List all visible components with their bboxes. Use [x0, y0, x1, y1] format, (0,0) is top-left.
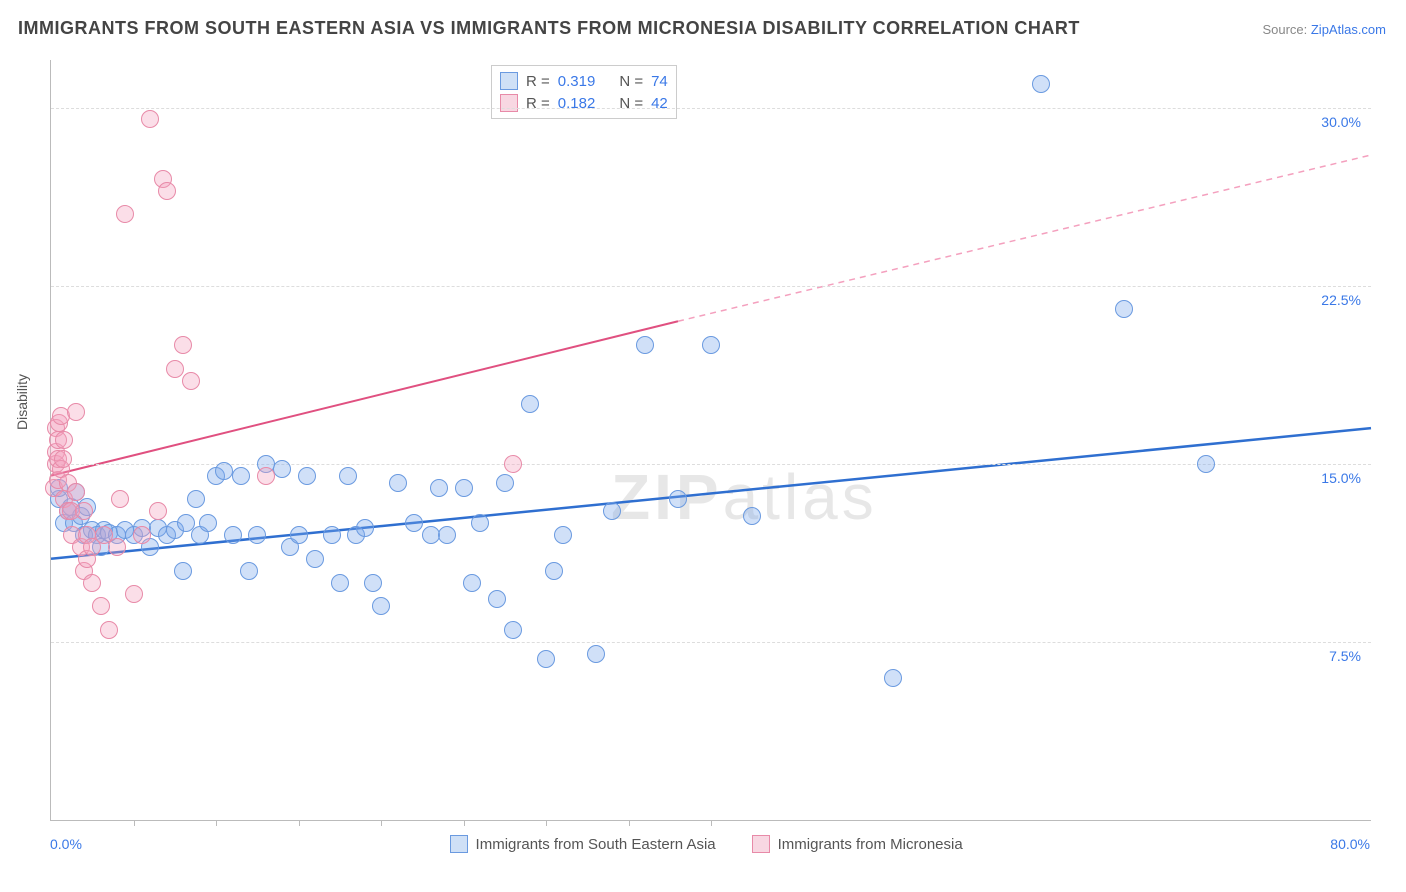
x-tick-mark [629, 820, 630, 826]
scatter-point-mic [100, 621, 118, 639]
x-tick-mark [299, 820, 300, 826]
scatter-point-sea [554, 526, 572, 544]
scatter-point-sea [215, 462, 233, 480]
source-link[interactable]: ZipAtlas.com [1311, 22, 1386, 37]
stat-r-mic: 0.182 [558, 95, 596, 112]
scatter-point-sea [290, 526, 308, 544]
x-axis-min-label: 0.0% [50, 836, 82, 852]
scatter-point-sea [199, 514, 217, 532]
scatter-point-sea [1032, 75, 1050, 93]
scatter-point-sea [587, 645, 605, 663]
stat-n-sea: 74 [651, 73, 668, 90]
y-axis-label: Disability [14, 374, 30, 430]
scatter-point-sea [364, 574, 382, 592]
scatter-point-sea [438, 526, 456, 544]
scatter-point-sea [273, 460, 291, 478]
scatter-point-sea [240, 562, 258, 580]
scatter-point-sea [545, 562, 563, 580]
legend-row-sea: R = 0.319 N = 74 [500, 70, 668, 92]
scatter-point-sea [884, 669, 902, 687]
scatter-point-sea [356, 519, 374, 537]
scatter-point-mic [158, 182, 176, 200]
y-tick-label: 7.5% [1329, 648, 1361, 664]
stat-r-label: R = [526, 73, 550, 90]
scatter-point-mic [108, 538, 126, 556]
scatter-point-sea [504, 621, 522, 639]
swatch-sea-bottom [450, 835, 468, 853]
scatter-point-mic [92, 597, 110, 615]
scatter-point-mic [67, 403, 85, 421]
stat-r-sea: 0.319 [558, 73, 596, 90]
correlation-legend: R = 0.319 N = 74 R = 0.182 N = 42 [491, 65, 677, 119]
chart-title: IMMIGRANTS FROM SOUTH EASTERN ASIA VS IM… [18, 18, 1080, 39]
trend-line [51, 321, 678, 475]
trend-line [678, 155, 1371, 321]
x-tick-mark [464, 820, 465, 826]
scatter-point-sea [496, 474, 514, 492]
y-tick-label: 22.5% [1321, 292, 1361, 308]
trend-lines-svg [51, 60, 1371, 820]
scatter-point-sea [636, 336, 654, 354]
scatter-point-sea [430, 479, 448, 497]
x-tick-mark [711, 820, 712, 826]
scatter-point-mic [166, 360, 184, 378]
scatter-point-sea [537, 650, 555, 668]
source-attribution: Source: ZipAtlas.com [1262, 22, 1386, 37]
scatter-point-mic [182, 372, 200, 390]
gridline [51, 642, 1371, 643]
stat-n-mic: 42 [651, 95, 668, 112]
scatter-point-sea [1197, 455, 1215, 473]
swatch-sea [500, 72, 518, 90]
scatter-point-mic [174, 336, 192, 354]
scatter-point-sea [323, 526, 341, 544]
scatter-point-sea [521, 395, 539, 413]
scatter-point-sea [339, 467, 357, 485]
legend-series-sea: Immigrants from South Eastern Asia [450, 835, 716, 853]
scatter-point-mic [133, 526, 151, 544]
scatter-point-sea [405, 514, 423, 532]
stat-n-label: N = [619, 95, 643, 112]
legend-series-mic: Immigrants from Micronesia [752, 835, 963, 853]
plot-area: ZIPatlas R = 0.319 N = 74 R = 0.182 N = … [50, 60, 1371, 821]
scatter-point-sea [422, 526, 440, 544]
legend-row-mic: R = 0.182 N = 42 [500, 92, 668, 114]
scatter-point-mic [54, 450, 72, 468]
y-tick-label: 30.0% [1321, 114, 1361, 130]
scatter-point-mic [125, 585, 143, 603]
scatter-point-sea [298, 467, 316, 485]
stat-n-label: N = [619, 73, 643, 90]
scatter-point-sea [1115, 300, 1133, 318]
scatter-point-sea [306, 550, 324, 568]
scatter-point-sea [389, 474, 407, 492]
y-tick-label: 15.0% [1321, 470, 1361, 486]
gridline [51, 464, 1371, 465]
scatter-point-sea [463, 574, 481, 592]
legend-label-sea: Immigrants from South Eastern Asia [476, 836, 716, 853]
scatter-point-mic [257, 467, 275, 485]
scatter-point-sea [471, 514, 489, 532]
scatter-point-mic [504, 455, 522, 473]
x-tick-mark [381, 820, 382, 826]
bottom-legend: 0.0% Immigrants from South Eastern Asia … [50, 835, 1370, 853]
legend-label-mic: Immigrants from Micronesia [778, 836, 963, 853]
gridline [51, 286, 1371, 287]
scatter-point-sea [331, 574, 349, 592]
swatch-mic [500, 94, 518, 112]
swatch-mic-bottom [752, 835, 770, 853]
x-tick-mark [216, 820, 217, 826]
scatter-point-sea [455, 479, 473, 497]
scatter-point-sea [232, 467, 250, 485]
scatter-point-mic [67, 483, 85, 501]
source-prefix: Source: [1262, 22, 1310, 37]
stat-r-label: R = [526, 95, 550, 112]
scatter-point-sea [224, 526, 242, 544]
gridline [51, 108, 1371, 109]
scatter-point-sea [702, 336, 720, 354]
scatter-point-sea [488, 590, 506, 608]
x-axis-max-label: 80.0% [1330, 836, 1370, 852]
scatter-point-sea [174, 562, 192, 580]
scatter-point-mic [83, 574, 101, 592]
x-tick-mark [546, 820, 547, 826]
x-tick-mark [134, 820, 135, 826]
